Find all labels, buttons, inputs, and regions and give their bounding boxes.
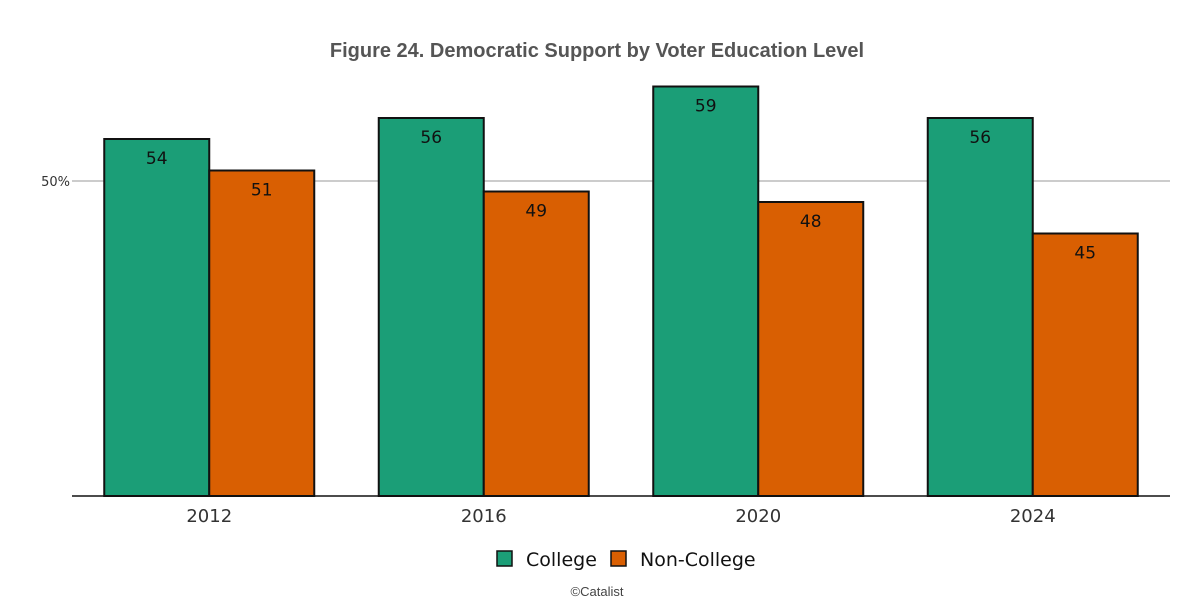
bar-college-2012[interactable] — [103, 138, 211, 497]
x-tick-label-2020: 2020 — [735, 506, 781, 527]
legend-item-non-college[interactable]: Non-College — [610, 549, 756, 571]
legend-label-non-college: Non-College — [640, 549, 756, 571]
bars — [103, 85, 1139, 497]
data-label-non-college-2012: 51 — [251, 181, 273, 201]
bar-non-college-2020[interactable] — [757, 201, 865, 497]
legend-swatch-college — [496, 550, 513, 567]
data-label-college-2024: 56 — [969, 128, 991, 148]
data-label-college-2016: 56 — [420, 128, 442, 148]
bar-labels: 54 51 56 49 59 48 56 45 — [146, 97, 1096, 264]
bar-non-college-2024[interactable] — [1031, 232, 1139, 497]
data-label-non-college-2024: 45 — [1074, 244, 1096, 264]
legend[interactable]: College Non-College — [496, 549, 756, 571]
data-label-college-2020: 59 — [695, 97, 717, 117]
data-label-non-college-2020: 48 — [800, 212, 822, 232]
bar-college-2020[interactable] — [652, 85, 760, 497]
bar-non-college-2016[interactable] — [482, 190, 590, 497]
bar-college-2024[interactable] — [926, 117, 1034, 497]
x-tick-label-2016: 2016 — [461, 506, 507, 527]
data-label-non-college-2016: 49 — [525, 202, 547, 222]
bar-non-college-2012[interactable] — [208, 169, 316, 497]
y-tick-label-0: 50% — [41, 175, 70, 190]
legend-label-college: College — [526, 549, 597, 571]
credit-text: ©Catalist — [571, 584, 624, 599]
chart-title: Figure 24. Democratic Support by Voter E… — [330, 40, 864, 62]
data-label-college-2012: 54 — [146, 149, 168, 169]
legend-swatch-non-college — [610, 550, 627, 567]
x-tick-labels: 2012 2016 2020 2024 — [186, 506, 1055, 527]
bar-college-2016[interactable] — [377, 117, 485, 497]
x-tick-label-2024: 2024 — [1010, 506, 1056, 527]
legend-item-college[interactable]: College — [496, 549, 597, 571]
x-tick-label-2012: 2012 — [186, 506, 232, 527]
